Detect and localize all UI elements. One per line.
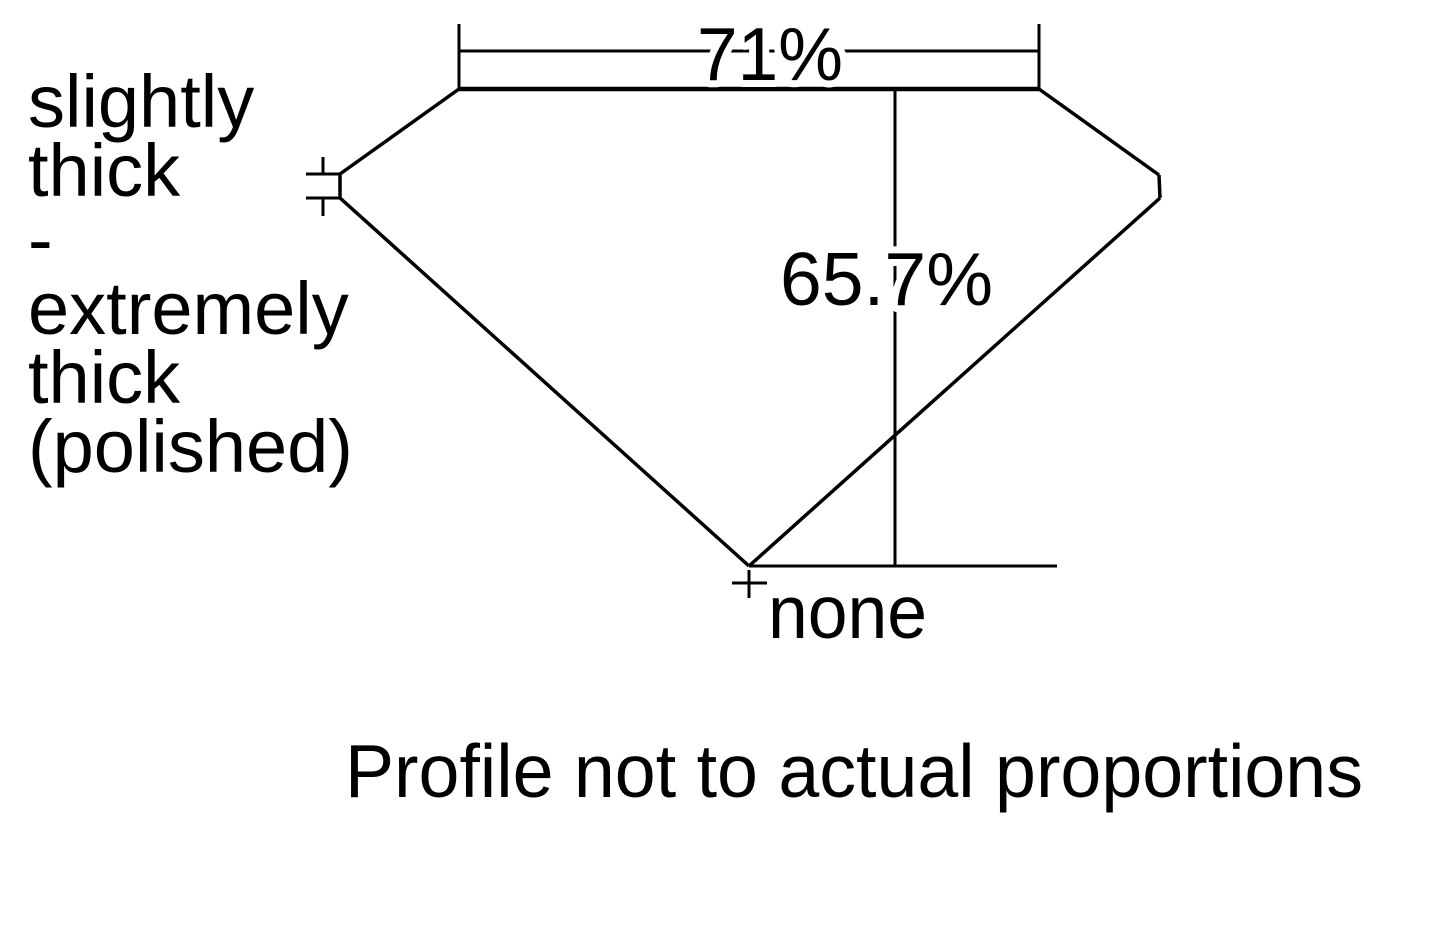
girdle-right-edge xyxy=(1157,174,1162,199)
girdle-label-line-6: (polished) xyxy=(28,405,353,488)
diagram-caption: Profile not to actual proportions xyxy=(345,729,1363,813)
crown-facet-right-line xyxy=(1037,87,1161,177)
culet-label: none xyxy=(768,570,927,654)
girdle-label-line-1: slightly xyxy=(28,60,254,143)
pavilion-facet-left-line xyxy=(338,196,751,568)
girdle-label-line-3: - xyxy=(28,198,53,281)
girdle-label-line-2: thick xyxy=(28,129,181,212)
crown-facet-left-line xyxy=(338,87,461,176)
table-percentage-label: 71% xyxy=(697,12,843,96)
girdle-label-line-4: extremely xyxy=(28,267,349,350)
depth-percentage-label: 65.7% xyxy=(780,237,993,321)
girdle-label-line-5: thick xyxy=(28,336,181,419)
pavilion-facet-right-line xyxy=(747,196,1162,568)
